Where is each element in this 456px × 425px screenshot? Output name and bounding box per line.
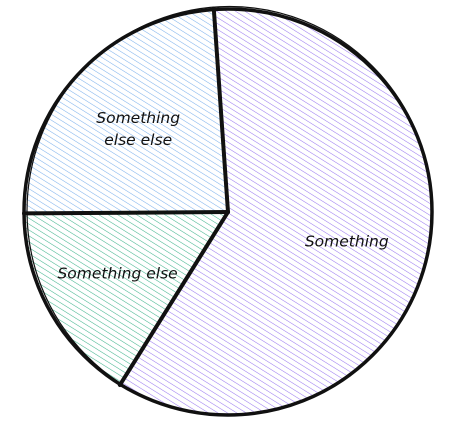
pie-slice-something-else-else	[23, 8, 228, 214]
slice-label-something: Something	[305, 233, 389, 251]
slice-divider	[211, 6, 230, 214]
slice-divider	[117, 210, 230, 388]
slice-divider	[22, 210, 230, 216]
pie-outline-sketch	[26, 5, 433, 417]
pie-slice-something-else	[24, 212, 228, 386]
slice-label-something-else-else: Something else else	[96, 109, 180, 149]
slice-label-something-else: Something else	[57, 265, 177, 283]
pie-slice-something	[119, 7, 433, 416]
